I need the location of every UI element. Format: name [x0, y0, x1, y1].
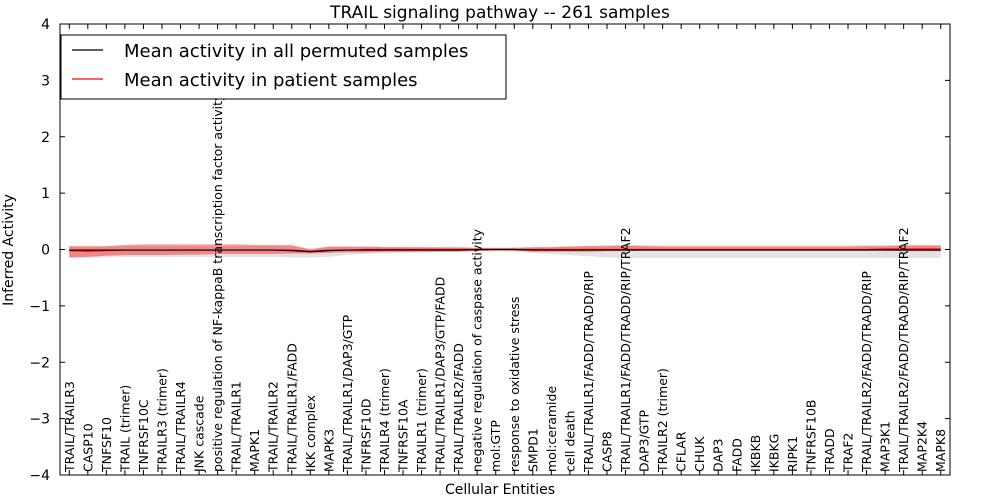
x-tick-label: TRAILR4 (trimer) — [377, 368, 392, 473]
x-tick-label: TRAIL/TRAILR2/FADD — [451, 343, 466, 473]
y-tick-label: 1 — [41, 186, 50, 202]
y-axis: −4 −3 −2 −1 0 1 2 3 4 — [29, 17, 950, 484]
x-tick-label: MAP2K4 — [915, 421, 930, 472]
band-series-0 — [69, 244, 941, 258]
x-tick-label: DAP3 — [711, 439, 726, 472]
x-tick-label: TRAILR1 (trimer) — [414, 368, 429, 473]
x-tick-label: TRAF2 — [841, 432, 856, 473]
x-tick-label: TRAIL (trimer) — [117, 385, 132, 473]
confidence-bands — [69, 244, 941, 258]
x-tick-label: TRADD — [822, 428, 837, 473]
x-tick-label: positive regulation of NF-kappaB transcr… — [210, 93, 225, 472]
line-series-0 — [69, 248, 941, 253]
x-tick-label: TRAIL/TRAILR1/FADD — [284, 343, 299, 473]
x-tick-label: IKBKG — [766, 434, 781, 472]
x-tick-label: TRAIL/TRAILR2 — [266, 381, 281, 473]
x-tick-label: IKBKB — [748, 435, 763, 472]
x-tick-label: MAP3K1 — [878, 421, 893, 472]
y-tick-label: 2 — [41, 130, 50, 146]
x-tick-label: IKK complex — [303, 395, 318, 472]
x-tick-label: cell death — [562, 410, 577, 472]
legend: Mean activity in all permuted samples Me… — [60, 34, 507, 100]
chart-title: TRAIL signaling pathway -- 261 samples — [329, 3, 670, 23]
x-tick-label: mol:GTP — [488, 420, 503, 472]
y-tick-label: 3 — [41, 73, 50, 89]
x-tick-label: MAPK8 — [933, 429, 948, 472]
y-tick-label: 4 — [41, 17, 50, 33]
x-tick-label: TRAIL/TRAILR2/FADD/TRADD/RIP/TRAF2 — [896, 227, 911, 473]
x-tick-label: TRAIL/TRAILR4 — [173, 381, 188, 473]
x-tick-label: SMPD1 — [525, 428, 540, 472]
x-tick-label: TRAIL/TRAILR1/FADD/TRADD/RIP/TRAF2 — [618, 227, 633, 473]
x-tick-label: FADD — [729, 438, 744, 472]
x-tick-label: MAPK3 — [321, 429, 336, 472]
x-tick-label: TNFRSF10D — [358, 398, 373, 473]
x-tick-label: CFLAR — [674, 431, 689, 472]
x-tick-label: RIPK1 — [785, 436, 800, 472]
x-tick-label: TRAIL/TRAILR1/DAP3/GTP/FADD — [433, 277, 448, 473]
legend-box — [60, 34, 507, 100]
series-lines — [69, 248, 941, 253]
x-tick-label: CASP10 — [80, 423, 95, 472]
x-axis: TRAIL/TRAILR3 CASP10 TNFSF10 TRAIL (trimer)… — [62, 24, 948, 475]
y-tick-label: −3 — [29, 412, 50, 428]
x-tick-label: CASP8 — [599, 431, 614, 472]
x-tick-label: TRAIL/TRAILR2/FADD/TRADD/RIP — [859, 271, 874, 473]
x-tick-label: TRAIL/TRAILR3 — [62, 381, 77, 473]
x-tick-label: MAPK1 — [247, 429, 262, 472]
legend-label-permuted: Mean activity in all permuted samples — [124, 41, 468, 62]
x-tick-label: TRAILR3 (trimer) — [154, 368, 169, 473]
legend-label-patient: Mean activity in patient samples — [124, 70, 418, 91]
x-tick-label: JNK cascade — [192, 395, 207, 473]
x-tick-label: DAP3/GTP — [637, 409, 652, 472]
x-tick-label: negative regulation of caspase activity — [470, 228, 485, 472]
x-tick-label: TRAILR2 (trimer) — [655, 368, 670, 473]
x-tick-label: TRAIL/TRAILR1 — [229, 381, 244, 473]
band-series-1 — [69, 244, 941, 258]
x-tick-label: TNFRSF10A — [396, 399, 411, 473]
x-tick-label: TNFRSF10C — [136, 399, 151, 473]
x-tick-label: response to oxidative stress — [507, 297, 522, 472]
x-tick-label: TNFRSF10B — [803, 400, 818, 473]
x-tick-label: mol:ceramide — [544, 386, 559, 472]
y-tick-label: −1 — [29, 299, 50, 315]
x-axis-label: Cellular Entities — [445, 482, 555, 498]
x-tick-label: CHUK — [692, 436, 707, 472]
y-tick-label: 0 — [41, 243, 50, 259]
x-tick-label: TRAIL/TRAILR1/DAP3/GTP — [340, 314, 355, 473]
y-tick-label: −2 — [29, 355, 50, 371]
x-tick-label: TNFSF10 — [99, 417, 114, 473]
x-tick-label: TRAIL/TRAILR1/FADD/TRADD/RIP — [581, 271, 596, 473]
y-axis-label: Inferred Activity — [1, 194, 17, 306]
y-tick-label: −4 — [29, 468, 50, 484]
